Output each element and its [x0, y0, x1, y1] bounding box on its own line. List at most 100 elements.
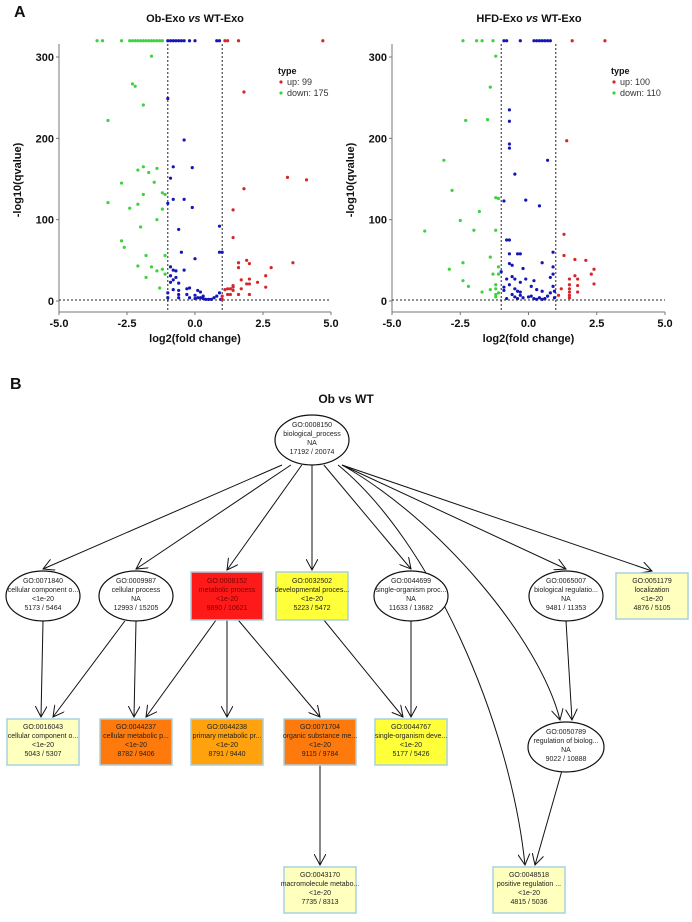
panel-label-a: A — [14, 4, 26, 21]
data-point-ns — [507, 261, 511, 266]
data-point-down — [461, 261, 465, 265]
data-point-up — [247, 292, 251, 297]
data-point-down — [160, 267, 164, 271]
data-point-ns — [168, 265, 173, 269]
data-point-up — [245, 258, 249, 262]
go-node-go0050789: GO:0050789 regulation of biolog... NA 9022 … — [527, 721, 605, 773]
data-point-down — [119, 239, 124, 243]
data-point-ns — [174, 39, 178, 43]
chart-title: Ob-Exo vs WT-Exo — [146, 13, 244, 25]
data-point-up — [231, 285, 235, 289]
node-go: GO:0008152 — [207, 578, 247, 585]
data-point-down — [472, 228, 476, 232]
data-point-down — [494, 295, 498, 299]
data-point-down — [491, 39, 495, 43]
data-point-down — [163, 192, 167, 197]
node-count: 9115 / 9784 — [302, 751, 339, 758]
data-point-down — [480, 290, 484, 294]
data-point-down — [160, 207, 164, 211]
y-tick-label: 100 — [369, 215, 387, 227]
chart-title-part: HFD-Exo — [476, 13, 526, 25]
node-name: single-organism proc... — [376, 587, 447, 594]
chart-title-part: Ob-Exo — [146, 13, 188, 25]
data-point-up — [592, 282, 596, 286]
data-point-ns — [552, 296, 557, 300]
data-point-down — [494, 196, 498, 200]
data-point-up — [231, 235, 235, 240]
legend-marker — [612, 91, 616, 95]
data-point-down — [496, 291, 501, 295]
data-point-up — [247, 282, 251, 286]
data-point-ns — [518, 293, 522, 297]
data-point-ns — [548, 291, 552, 295]
data-point-down — [488, 255, 492, 259]
data-point-down — [133, 39, 137, 43]
edge-n3-to-m2 — [146, 619, 217, 717]
data-point-ns — [551, 284, 555, 288]
data-point-ns — [515, 289, 520, 293]
data-point-ns — [187, 39, 192, 43]
node-count: 9481 / 11353 — [546, 605, 586, 612]
data-point-ns — [201, 294, 205, 298]
data-point-ns — [507, 142, 511, 146]
data-point-down — [155, 166, 159, 171]
node-p: <1e-20 — [216, 742, 238, 749]
data-point-ns — [507, 146, 511, 150]
node-p: <1e-20 — [125, 742, 147, 749]
data-point-up — [247, 277, 251, 281]
node-count: 9022 / 10888 — [546, 756, 587, 763]
node-p: <1e-20 — [309, 742, 331, 749]
node-name: single-organism deve... — [375, 733, 447, 740]
chart-title-part: vs — [526, 13, 538, 25]
data-point-down — [155, 218, 159, 222]
data-point-ns — [513, 295, 517, 299]
data-point-down — [128, 206, 132, 210]
data-point-ns — [215, 39, 219, 43]
edge-m6-to-b2 — [535, 771, 563, 865]
diagram-title: Ob vs WT — [318, 392, 374, 406]
data-point-down — [128, 39, 132, 43]
data-point-ns — [182, 197, 186, 201]
edge-n6-to-m6 — [566, 620, 572, 720]
data-point-up — [285, 175, 290, 179]
data-point-down — [461, 279, 465, 283]
data-point-down — [160, 191, 164, 195]
data-point-up — [556, 293, 561, 297]
data-point-ns — [207, 297, 211, 301]
node-box — [283, 866, 357, 914]
data-point-ns — [502, 285, 506, 289]
node-p: <1e-20 — [216, 596, 238, 603]
go-node-go0008150: GO:0008150 biological_process NA 17192 / 20… — [274, 414, 350, 466]
node-count: 7735 / 8313 — [302, 899, 339, 906]
data-point-ns — [507, 252, 511, 256]
node-count: 5043 / 5307 — [25, 751, 62, 758]
data-point-ns — [521, 266, 525, 271]
data-point-ns — [217, 224, 222, 228]
go-node-go0008152: GO:0008152 metabolic process <1e-20 9890 / … — [190, 571, 264, 621]
data-point-down — [144, 253, 148, 258]
node-box — [6, 718, 80, 766]
data-point-up — [567, 296, 572, 300]
data-point-down — [95, 39, 99, 43]
data-point-down — [466, 284, 471, 288]
data-point-ns — [196, 296, 200, 300]
data-point-ns — [177, 39, 181, 43]
data-point-down — [130, 82, 135, 86]
node-go: GO:0044238 — [207, 724, 247, 731]
go-node-go0043170: GO:0043170 macromolecule metabo... <1e-20 7… — [281, 866, 359, 914]
data-point-down — [488, 85, 492, 89]
data-point-ns — [532, 279, 536, 283]
data-point-up — [264, 285, 268, 289]
data-point-down — [494, 283, 498, 287]
data-point-up — [567, 287, 572, 291]
edge-n1-to-m1 — [41, 620, 43, 717]
edge-root-to-n5 — [323, 464, 411, 569]
data-point-ns — [166, 96, 170, 101]
node-name: developmental proces... — [275, 587, 349, 594]
data-point-up — [226, 287, 230, 291]
data-point-ns — [502, 288, 506, 293]
data-point-ns — [190, 166, 194, 170]
go-node-go0051179: GO:0051179 localization <1e-20 4876 / 5105 — [615, 572, 689, 620]
node-name: regulation of biolog... — [534, 738, 599, 745]
diagram-nodes: GO:0008150 biological_process NA 17192 / 20… — [5, 414, 689, 914]
